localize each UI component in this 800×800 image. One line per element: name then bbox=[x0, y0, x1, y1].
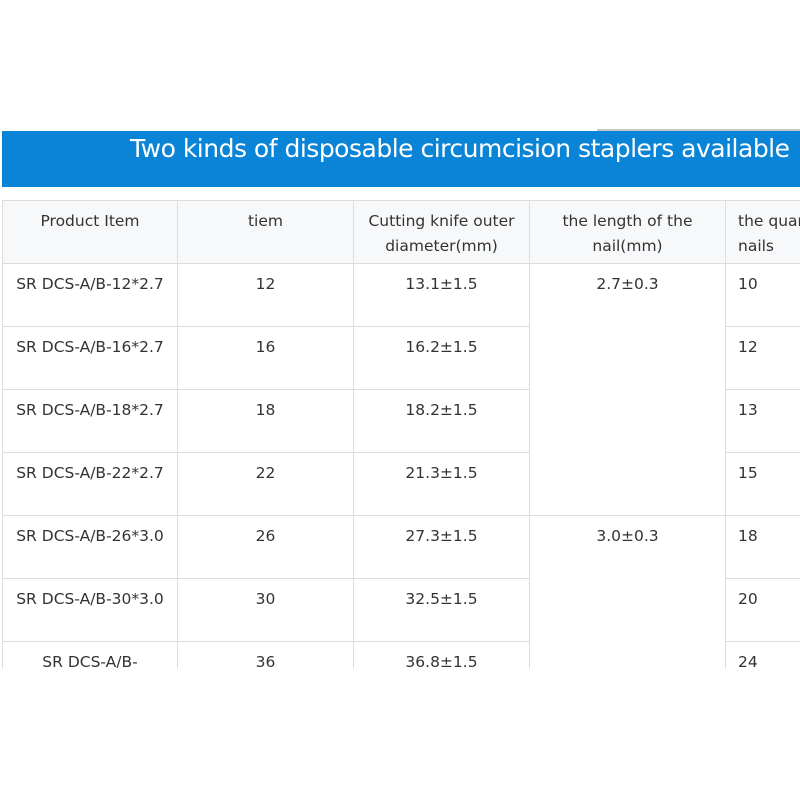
product-table: Product Item tiem Cutting knife outer di… bbox=[2, 200, 800, 668]
cell-nail-quantity: 20 bbox=[725, 578, 800, 642]
cell-product-item: SR DCS-A/B-30*3.0 bbox=[2, 578, 178, 642]
cell-product-item: SR DCS-A/B-22*2.7 bbox=[2, 452, 178, 516]
cell-product-item: SR DCS-A/B-18*2.7 bbox=[2, 389, 178, 453]
title-banner: Two kinds of disposable circumcision sta… bbox=[2, 131, 800, 187]
cell-diameter: 13.1±1.5 bbox=[353, 263, 530, 327]
cell-nail-length: 3.0±0.3 bbox=[529, 515, 726, 668]
cell-product-item: SR DCS-A/B-16*2.7 bbox=[2, 326, 178, 390]
cell-diameter: 27.3±1.5 bbox=[353, 515, 530, 579]
table-row: SR DCS-A/B- 36 36.8±1.5 24 bbox=[2, 641, 800, 668]
cell-tiem: 30 bbox=[177, 578, 354, 642]
product-table-container: Product Item tiem Cutting knife outer di… bbox=[2, 200, 800, 668]
table-row: SR DCS-A/B-12*2.7 12 13.1±1.5 2.7±0.3 10 bbox=[2, 263, 800, 516]
header-nail-quantity: the quantity of the nails bbox=[725, 200, 800, 264]
cell-nail-quantity: 13 bbox=[725, 389, 800, 453]
header-product-item: Product Item bbox=[2, 200, 178, 264]
cell-tiem: 22 bbox=[177, 452, 354, 516]
cell-nail-quantity: 24 bbox=[725, 641, 800, 668]
cell-product-item: SR DCS-A/B- bbox=[2, 641, 178, 668]
header-diameter: Cutting knife outer diameter(mm) bbox=[353, 200, 530, 264]
cell-tiem: 36 bbox=[177, 641, 354, 668]
table-row: SR DCS-A/B-18*2.7 18 18.2±1.5 13 bbox=[2, 389, 800, 453]
cell-tiem: 18 bbox=[177, 389, 354, 453]
cell-diameter: 36.8±1.5 bbox=[353, 641, 530, 668]
cell-diameter: 21.3±1.5 bbox=[353, 452, 530, 516]
cell-nail-length: 2.7±0.3 bbox=[529, 263, 726, 516]
table-row: SR DCS-A/B-22*2.7 22 21.3±1.5 15 bbox=[2, 452, 800, 516]
header-tiem: tiem bbox=[177, 200, 354, 264]
cell-nail-quantity: 10 bbox=[725, 263, 800, 327]
cell-nail-quantity: 18 bbox=[725, 515, 800, 579]
cell-tiem: 16 bbox=[177, 326, 354, 390]
cell-tiem: 26 bbox=[177, 515, 354, 579]
table-row: SR DCS-A/B-26*3.0 26 27.3±1.5 3.0±0.3 18 bbox=[2, 515, 800, 668]
cell-nail-quantity: 15 bbox=[725, 452, 800, 516]
cell-nail-quantity: 12 bbox=[725, 326, 800, 390]
banner-title: Two kinds of disposable circumcision sta… bbox=[130, 134, 790, 163]
divider-line bbox=[597, 129, 800, 131]
cell-diameter: 18.2±1.5 bbox=[353, 389, 530, 453]
table-row: SR DCS-A/B-16*2.7 16 16.2±1.5 12 bbox=[2, 326, 800, 390]
cell-diameter: 16.2±1.5 bbox=[353, 326, 530, 390]
header-nail-length: the length of the nail(mm) bbox=[529, 200, 726, 264]
cell-product-item: SR DCS-A/B-26*3.0 bbox=[2, 515, 178, 579]
table-header-row: Product Item tiem Cutting knife outer di… bbox=[2, 200, 800, 264]
cell-tiem: 12 bbox=[177, 263, 354, 327]
cell-product-item: SR DCS-A/B-12*2.7 bbox=[2, 263, 178, 327]
cell-diameter: 32.5±1.5 bbox=[353, 578, 530, 642]
